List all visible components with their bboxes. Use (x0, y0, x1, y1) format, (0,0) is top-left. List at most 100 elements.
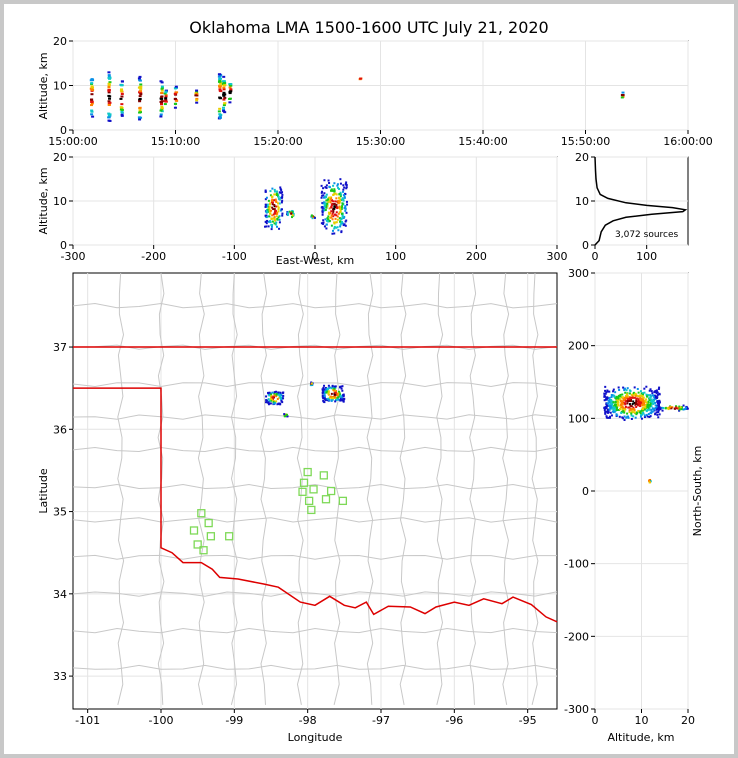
east-west-source-point (328, 198, 331, 201)
time-height-source-point (173, 106, 177, 109)
county-line (436, 272, 444, 706)
north-south-source-point (603, 409, 606, 412)
east-west-source-point (339, 208, 342, 211)
east-west-source-point (269, 194, 272, 197)
north-south-source-point (618, 388, 621, 391)
east-west-source-point (339, 191, 342, 194)
east-west-source-point (343, 195, 346, 198)
north-south-source-point (669, 406, 672, 409)
east-west-source-point (271, 198, 274, 201)
time-height-x-tick-label: 15:10:00 (151, 135, 200, 148)
north-south-y-tick-label: 200 (568, 340, 589, 353)
time-height-source-point (160, 86, 164, 89)
east-west-source-point (345, 200, 348, 203)
north-south-source-point (662, 406, 665, 409)
north-south-source-point (610, 403, 613, 406)
plan-view-source-point (325, 398, 328, 401)
north-south-source-point (621, 416, 624, 419)
north-south-source-point (632, 392, 635, 395)
east-west-source-point (277, 206, 280, 209)
east-west-source-point (264, 198, 267, 201)
east-west-source-point (332, 210, 335, 213)
plan-view-source-point (325, 389, 328, 392)
north-south-source-point (646, 395, 649, 398)
east-west-source-point (274, 198, 277, 201)
north-south-source-point (621, 396, 624, 399)
plan-view-source-point (340, 396, 343, 399)
east-west-source-point (330, 206, 333, 209)
east-west-source-point (325, 206, 328, 209)
north-south-source-point (673, 407, 676, 410)
plan-view-source-point (268, 391, 271, 394)
lma-station-marker (197, 509, 206, 518)
north-south-source-point (607, 409, 610, 412)
lma-station-marker (199, 546, 208, 555)
plan-view-source-point (271, 396, 274, 399)
east-west-source-point (276, 194, 279, 197)
north-south-source-point (621, 405, 624, 408)
north-south-source-point (655, 391, 658, 394)
time-height-source-point (108, 95, 112, 98)
time-height-source-point (91, 115, 95, 118)
plan-view-source-point (282, 394, 285, 397)
north-south-source-point (641, 395, 644, 398)
north-south-source-point (645, 393, 648, 396)
time-height-source-point (173, 97, 177, 100)
north-south-source-point (619, 408, 622, 411)
east-west-source-point (333, 225, 336, 228)
north-south-source-point (617, 401, 620, 404)
north-south-source-point (656, 393, 659, 396)
north-south-source-point (635, 394, 638, 397)
east-west-source-point (343, 194, 346, 197)
east-west-source-point (271, 214, 274, 217)
east-west-source-point (338, 200, 341, 203)
east-west-source-point (325, 196, 328, 199)
north-south-source-point (657, 401, 660, 404)
north-south-source-point (624, 402, 627, 405)
north-south-source-point (648, 389, 651, 392)
east-west-source-point (320, 222, 323, 225)
plan-view-source-point (327, 387, 330, 390)
time-height-source-point (139, 90, 143, 93)
time-height-source-point (218, 85, 222, 88)
north-south-source-point (616, 399, 619, 402)
plan-view-source-point (340, 387, 343, 390)
plan-view-source-point (276, 403, 279, 406)
time-height-source-point (164, 97, 168, 100)
north-south-source-point (615, 413, 618, 416)
north-south-source-point (639, 390, 642, 393)
east-west-source-point (267, 225, 270, 228)
east-west-source-point (342, 190, 345, 193)
plan-view-source-point (269, 402, 272, 405)
east-west-source-point (322, 194, 325, 197)
north-south-source-point (643, 414, 646, 417)
plan-view-source-point (271, 391, 274, 394)
east-west-source-point (281, 199, 284, 202)
plan-view-source-point (341, 385, 344, 388)
east-west-panel: -300 -200 -100 0 100 200 300 0 10 20 Altitude, k… (37, 151, 568, 267)
plan-view-source-point (322, 400, 325, 403)
east-west-source-point (344, 209, 347, 212)
north-south-source-point (643, 408, 646, 411)
north-south-source-point (626, 400, 629, 403)
east-west-source-point (329, 201, 332, 204)
plan-view-x-tick-label: -95 (519, 714, 537, 727)
east-west-source-point (331, 199, 334, 202)
north-south-source-point (639, 399, 642, 402)
east-west-source-point (275, 225, 278, 228)
plan-view-source-point (328, 399, 331, 402)
time-height-source-point (160, 107, 164, 110)
plan-view-source-point (269, 392, 272, 395)
east-west-source-point (277, 210, 280, 213)
plan-view-source-point (322, 386, 325, 389)
plan-view-source-point (278, 396, 281, 399)
plan-view-x-tick-label: -100 (149, 714, 174, 727)
north-south-source-point (606, 389, 609, 392)
plan-view-source-point (327, 392, 330, 395)
time-height-source-point (108, 97, 112, 100)
north-south-source-point (650, 405, 653, 408)
north-south-source-point (623, 387, 626, 390)
north-south-source-point (683, 408, 686, 411)
time-height-source-point (108, 101, 112, 104)
plan-view-source-point (281, 401, 284, 404)
